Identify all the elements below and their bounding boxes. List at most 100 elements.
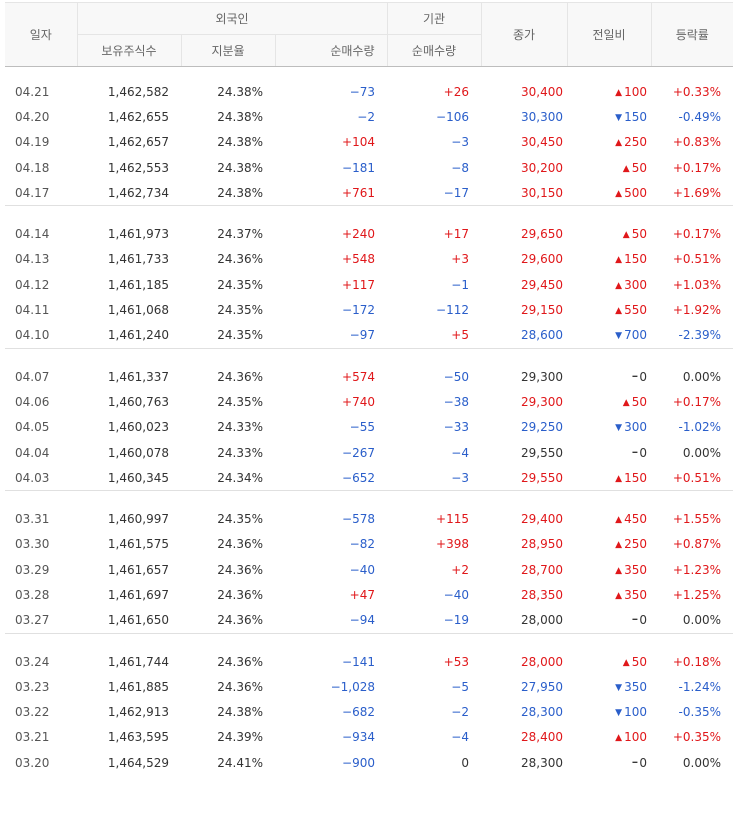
cell-inst-net: +17 <box>443 227 469 242</box>
triangle-up-icon: ▲ <box>622 657 630 668</box>
table-row: 03.20 1,464,529 24.41% −900 0 28,300 ━ 0 0.00% <box>5 750 733 775</box>
change-value: 50 <box>631 394 647 409</box>
cell-inst-net: −38 <box>443 394 469 409</box>
cell-date: 03.28 <box>15 587 50 602</box>
cell-holdings: 1,462,553 <box>107 160 169 175</box>
group-spacer <box>5 775 733 779</box>
cell-ratio: 24.37% <box>217 227 263 242</box>
triangle-up-icon: ▲ <box>615 515 623 526</box>
cell-inst-net: −112 <box>436 303 469 318</box>
cell-close: 28,300 <box>521 755 563 770</box>
cell-inst-net: −3 <box>451 470 469 485</box>
cell-foreign-net: +740 <box>342 394 375 409</box>
table-row: 04.21 1,462,582 24.38% −73 +26 30,400 ▲ 100 +0.3… <box>5 79 733 104</box>
cell-change: ▲ 250 <box>567 532 651 557</box>
cell-change: ▲ 100 <box>567 79 651 104</box>
cell-change: ━ 0 <box>567 364 651 389</box>
table-row: 03.30 1,461,575 24.36% −82 +398 28,950 ▲ 250 +0.… <box>5 532 733 557</box>
cell-inst-net: −3 <box>451 135 469 150</box>
table-row: 03.24 1,461,744 24.36% −141 +53 28,000 ▲ 50 +0.1… <box>5 649 733 674</box>
cell-date: 04.06 <box>15 394 50 409</box>
triangle-up-icon: ▲ <box>615 138 623 149</box>
cell-close: 28,400 <box>521 730 563 745</box>
cell-inst-net: −17 <box>443 185 469 200</box>
cell-ratio: 24.36% <box>217 252 263 267</box>
cell-date: 03.24 <box>15 654 50 669</box>
cell-holdings: 1,460,345 <box>107 470 169 485</box>
dash-icon: ━ <box>632 447 638 457</box>
cell-rate: -1.02% <box>678 420 721 435</box>
triangle-up-icon: ▲ <box>622 397 630 408</box>
change-value: 500 <box>624 185 647 200</box>
investor-trading-table-container: 일자 외국인 기관 종가 전일비 등락률 보유주식수 지분율 순매수량 순매수량… <box>0 2 748 779</box>
cell-inst-net: −8 <box>451 160 469 175</box>
cell-inst-net: −1 <box>451 277 469 292</box>
cell-change: ▼ 350 <box>567 674 651 699</box>
cell-change: ▲ 50 <box>567 649 651 674</box>
cell-holdings: 1,464,529 <box>107 755 169 770</box>
cell-close: 29,550 <box>521 445 563 460</box>
cell-foreign-net: +574 <box>342 369 375 384</box>
cell-rate: +0.35% <box>672 730 721 745</box>
cell-holdings: 1,461,733 <box>107 252 169 267</box>
cell-inst-net: −4 <box>451 730 469 745</box>
triangle-up-icon: ▲ <box>615 565 623 576</box>
spacer-cell <box>5 67 733 80</box>
cell-ratio: 24.34% <box>217 470 263 485</box>
cell-ratio: 24.41% <box>217 755 263 770</box>
cell-ratio: 24.36% <box>217 562 263 577</box>
cell-change: ▲ 450 <box>567 506 651 531</box>
table-row: 03.31 1,460,997 24.35% −578 +115 29,400 ▲ 450 +1… <box>5 506 733 531</box>
triangle-down-icon: ▼ <box>615 112 623 123</box>
triangle-down-icon: ▼ <box>615 682 623 693</box>
cell-change: ▲ 150 <box>567 247 651 272</box>
table-header: 일자 외국인 기관 종가 전일비 등락률 보유주식수 지분율 순매수량 순매수량 <box>5 2 733 67</box>
cell-ratio: 24.38% <box>217 109 263 124</box>
cell-rate: 0.00% <box>682 613 721 628</box>
cell-ratio: 24.33% <box>217 445 263 460</box>
table-row: 04.04 1,460,078 24.33% −267 −4 29,550 ━ 0 0.00% <box>5 440 733 465</box>
cell-date: 03.31 <box>15 512 50 527</box>
cell-foreign-net: +47 <box>349 587 375 602</box>
cell-foreign-net: −181 <box>342 160 375 175</box>
table-row: 03.29 1,461,657 24.36% −40 +2 28,700 ▲ 350 +1.23… <box>5 557 733 582</box>
change-value: 450 <box>624 512 647 527</box>
cell-date: 03.23 <box>15 679 50 694</box>
cell-foreign-net: −172 <box>342 303 375 318</box>
triangle-down-icon: ▼ <box>615 423 623 434</box>
header-foreign: 외국인 <box>76 2 387 35</box>
cell-date: 04.10 <box>15 328 50 343</box>
change-value: 350 <box>624 587 647 602</box>
cell-inst-net: −19 <box>443 613 469 628</box>
table-row: 04.12 1,461,185 24.35% +117 −1 29,450 ▲ 300 +1.0… <box>5 272 733 297</box>
cell-close: 29,650 <box>521 227 563 242</box>
cell-inst-net: −4 <box>451 445 469 460</box>
cell-foreign-net: −40 <box>349 562 375 577</box>
cell-rate: +0.18% <box>672 654 721 669</box>
spacer-cell <box>5 205 733 222</box>
cell-change: ▲ 300 <box>567 272 651 297</box>
cell-rate: +1.03% <box>672 277 721 292</box>
cell-change: ━ 0 <box>567 440 651 465</box>
table-row: 04.18 1,462,553 24.38% −181 −8 30,200 ▲ 50 +0.17… <box>5 155 733 180</box>
dash-icon: ━ <box>632 615 638 625</box>
triangle-down-icon: ▼ <box>615 331 623 342</box>
cell-rate: +1.25% <box>672 587 721 602</box>
change-value: 250 <box>624 537 647 552</box>
cell-foreign-net: −652 <box>342 470 375 485</box>
cell-change: ▲ 50 <box>567 389 651 414</box>
cell-inst-net: −50 <box>443 369 469 384</box>
cell-ratio: 24.38% <box>217 135 263 150</box>
triangle-up-icon: ▲ <box>615 306 623 317</box>
cell-ratio: 24.39% <box>217 730 263 745</box>
cell-holdings: 1,461,575 <box>107 537 169 552</box>
change-value: 150 <box>624 470 647 485</box>
cell-date: 04.05 <box>15 420 50 435</box>
cell-holdings: 1,462,657 <box>107 135 169 150</box>
cell-close: 28,300 <box>521 705 563 720</box>
cell-rate: 0.00% <box>682 755 721 770</box>
cell-change: ▲ 250 <box>567 130 651 155</box>
cell-change: ▲ 500 <box>567 180 651 206</box>
table-body: 04.21 1,462,582 24.38% −73 +26 30,400 ▲ 100 +0.3… <box>5 67 733 780</box>
cell-date: 03.30 <box>15 537 50 552</box>
